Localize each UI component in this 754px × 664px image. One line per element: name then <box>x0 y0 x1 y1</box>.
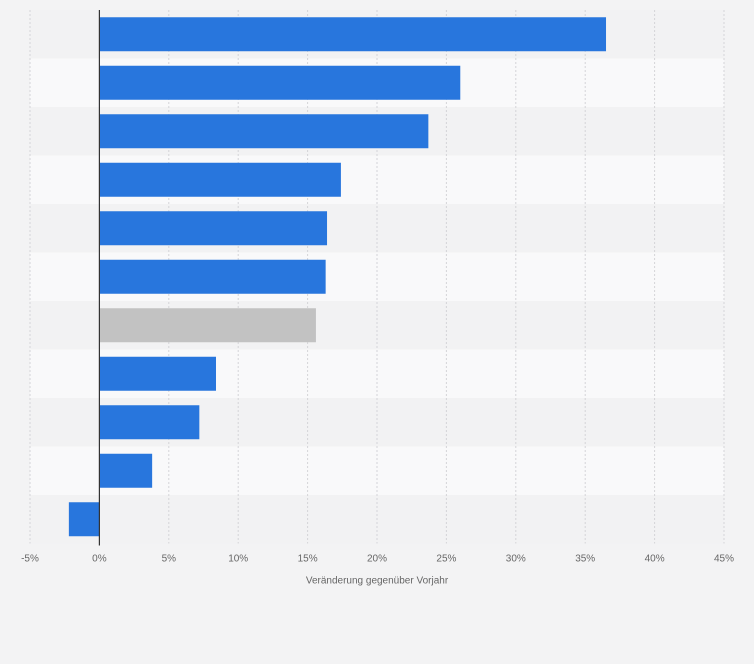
bar[interactable] <box>99 453 153 488</box>
x-tick-label: -5% <box>21 554 39 565</box>
x-tick-label: 25% <box>436 554 456 565</box>
x-tick-label: 30% <box>506 554 526 565</box>
x-tick-label: 40% <box>645 554 665 565</box>
bar[interactable] <box>99 17 607 52</box>
bars <box>68 17 607 537</box>
x-tick-label: 20% <box>367 554 387 565</box>
bar[interactable] <box>99 211 328 246</box>
bar[interactable] <box>99 308 316 343</box>
bar[interactable] <box>99 259 326 294</box>
x-tick-label: 35% <box>575 554 595 565</box>
bar[interactable] <box>99 405 200 440</box>
x-tick-label: 5% <box>162 554 177 565</box>
x-axis-label: Veränderung gegenüber Vorjahr <box>306 576 449 587</box>
x-tick-label: 0% <box>92 554 107 565</box>
x-tick-label: 10% <box>228 554 248 565</box>
x-axis-ticks: -5% 0% 5% 10% 15% 20% 25% 30% 35% 40% 45% <box>21 554 734 565</box>
x-tick-label: 15% <box>298 554 318 565</box>
bar[interactable] <box>68 502 100 537</box>
bar[interactable] <box>99 114 429 149</box>
x-tick-label: 45% <box>714 554 734 565</box>
bar[interactable] <box>99 162 341 197</box>
bar[interactable] <box>99 65 461 100</box>
bar[interactable] <box>99 356 216 391</box>
